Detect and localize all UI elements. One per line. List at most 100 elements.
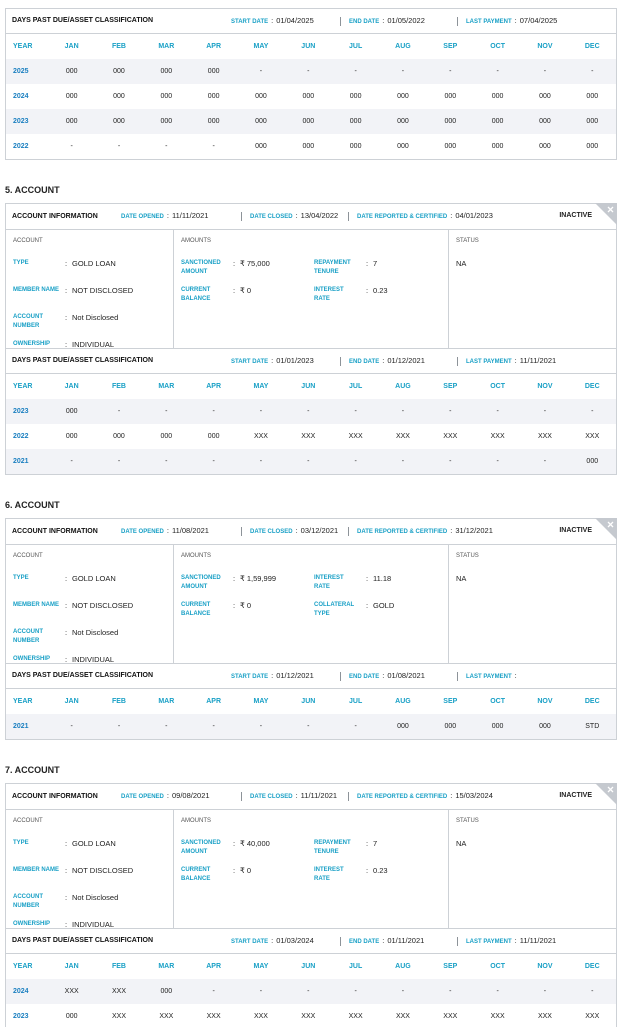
separator: : — [271, 671, 274, 680]
end-date-label: END DATE — [349, 19, 380, 25]
date-closed: DATE CLOSED:13/04/2022 — [241, 212, 338, 221]
dpd-value: - — [117, 143, 121, 150]
dpd-value: 000 — [586, 118, 599, 125]
dpd-value: - — [496, 68, 499, 75]
start-date: START DATE:01/12/2021 — [231, 672, 314, 681]
last-payment: LAST PAYMENT:11/11/2021 — [457, 357, 556, 366]
separator: : — [166, 526, 169, 535]
last-payment-label: LAST PAYMENT — [466, 939, 512, 945]
info-title: ACCOUNT INFORMATION — [12, 793, 98, 800]
detail-label: MEMBER NAME — [13, 602, 59, 608]
dpd-value: 000 — [207, 118, 220, 125]
close-icon[interactable] — [595, 203, 617, 225]
amount-value: ₹ 0 — [240, 601, 252, 610]
dpd-value: 000 — [113, 433, 125, 440]
start-date: START DATE:01/03/2024 — [231, 937, 314, 946]
date-reported-label: DATE REPORTED & CERTIFIED — [357, 794, 448, 800]
year: 2022 — [13, 433, 29, 440]
column-header: YEAR JAN FEB MAR APR MAY JUN JUL AUG SEP OCT NOV DEC — [6, 954, 616, 979]
amount-value: 7 — [373, 259, 378, 268]
amount-label: CURRENT BALANCE — [181, 287, 211, 302]
dpd-value: XXX — [206, 1013, 221, 1020]
amounts-cell: AMOUNTS SANCTIONED AMOUNT: ₹ 40,000 REPAYME… — [174, 810, 449, 928]
date-opened: DATE OPENED:11/11/2021 — [121, 212, 208, 221]
amount-value: ₹ 1,59,999 — [240, 574, 277, 583]
dpd-value: 000 — [491, 723, 504, 730]
dpd-value: - — [354, 408, 357, 415]
close-icon[interactable] — [595, 783, 617, 805]
column-label: NOV — [537, 698, 553, 705]
dpd-value: - — [591, 408, 594, 415]
end-date: END DATE:01/05/2022 — [340, 17, 425, 26]
separator: : — [233, 574, 236, 583]
end-date-label: END DATE — [349, 359, 380, 365]
column-label: MAY — [253, 43, 269, 50]
dpd-value: 000 — [444, 723, 457, 730]
start-date-value: 01/03/2024 — [276, 936, 314, 945]
last-payment: LAST PAYMENT:11/11/2021 — [457, 937, 556, 946]
separator: : — [382, 671, 385, 680]
dpd-value: - — [307, 458, 310, 465]
dpd-value: - — [117, 408, 121, 415]
detail-label: MEMBER NAME — [13, 867, 59, 873]
dpd-value: 000 — [113, 68, 125, 75]
separator: : — [450, 526, 453, 535]
dpd-value: 000 — [160, 93, 173, 100]
dpd-value: 000 — [397, 118, 409, 125]
status-cell: STATUS NA — [449, 545, 616, 663]
dpd-value: - — [449, 458, 452, 465]
date-closed-label: DATE CLOSED — [250, 794, 293, 800]
dpd-value: - — [212, 458, 215, 465]
start-date-label: START DATE — [231, 674, 269, 680]
dpd-value: 000 — [65, 118, 78, 125]
dpd-value: 000 — [65, 68, 78, 75]
dpd-row: 2023 000 000 000 000 000 000 000 000 000 000 000 000 — [6, 109, 616, 134]
separator: : — [382, 936, 385, 945]
separator: : — [65, 655, 68, 664]
last-payment-value: 11/11/2021 — [519, 356, 557, 365]
dpd-row: 2021 - - - - - - - - - - - 000 — [6, 449, 616, 474]
detail-value: INDIVIDUAL — [72, 920, 115, 929]
separator: : — [514, 936, 517, 945]
corner-shape — [595, 518, 617, 540]
dpd-value: 000 — [255, 143, 267, 150]
dpd-value: 000 — [113, 118, 125, 125]
dpd-value: - — [496, 408, 499, 415]
column-label: DEC — [584, 698, 600, 705]
dpd-value: - — [212, 408, 215, 415]
info-title: ACCOUNT INFORMATION — [12, 213, 98, 220]
separator: : — [366, 601, 369, 610]
dpd-value: 000 — [255, 93, 267, 100]
column-label: JAN — [64, 698, 79, 705]
date-reported: DATE REPORTED & CERTIFIED:31/12/2021 — [348, 527, 493, 536]
status-cell: STATUS NA — [449, 230, 616, 348]
separator: : — [295, 791, 298, 800]
dpd-value: XXX — [111, 1013, 126, 1020]
dpd-row: 2023 000 XXX XXX XXX XXX XXX XXX XXX XXX XXX XXX XXX — [6, 1004, 616, 1027]
dpd-title: DAYS PAST DUE/ASSET CLASSIFICATION — [12, 17, 154, 24]
end-date-value: 01/12/2021 — [387, 356, 425, 365]
dpd-value: - — [259, 68, 263, 75]
detail-value: Not Disclosed — [72, 893, 119, 902]
separator: : — [271, 936, 274, 945]
close-icon[interactable] — [595, 518, 617, 540]
status-value: NA — [456, 839, 467, 848]
cell-heading: ACCOUNT — [13, 238, 43, 244]
separator: : — [271, 356, 274, 365]
dpd-value: XXX — [253, 433, 268, 440]
separator: : — [65, 866, 68, 875]
dpd-value: 000 — [349, 118, 362, 125]
start-date-value: 01/12/2021 — [276, 671, 314, 680]
dpd-value: - — [354, 68, 357, 75]
date-closed: DATE CLOSED:11/11/2021 — [241, 792, 337, 801]
column-label: JUN — [301, 383, 316, 390]
dpd-value: 000 — [207, 433, 220, 440]
column-label: APR — [206, 698, 222, 705]
start-date-label: START DATE — [231, 19, 269, 25]
column-label: JUL — [349, 963, 363, 970]
dpd-value: XXX — [585, 433, 600, 440]
year: 2023 — [13, 408, 29, 415]
column-label: JUL — [349, 698, 363, 705]
amount-value: ₹ 0 — [240, 286, 252, 295]
